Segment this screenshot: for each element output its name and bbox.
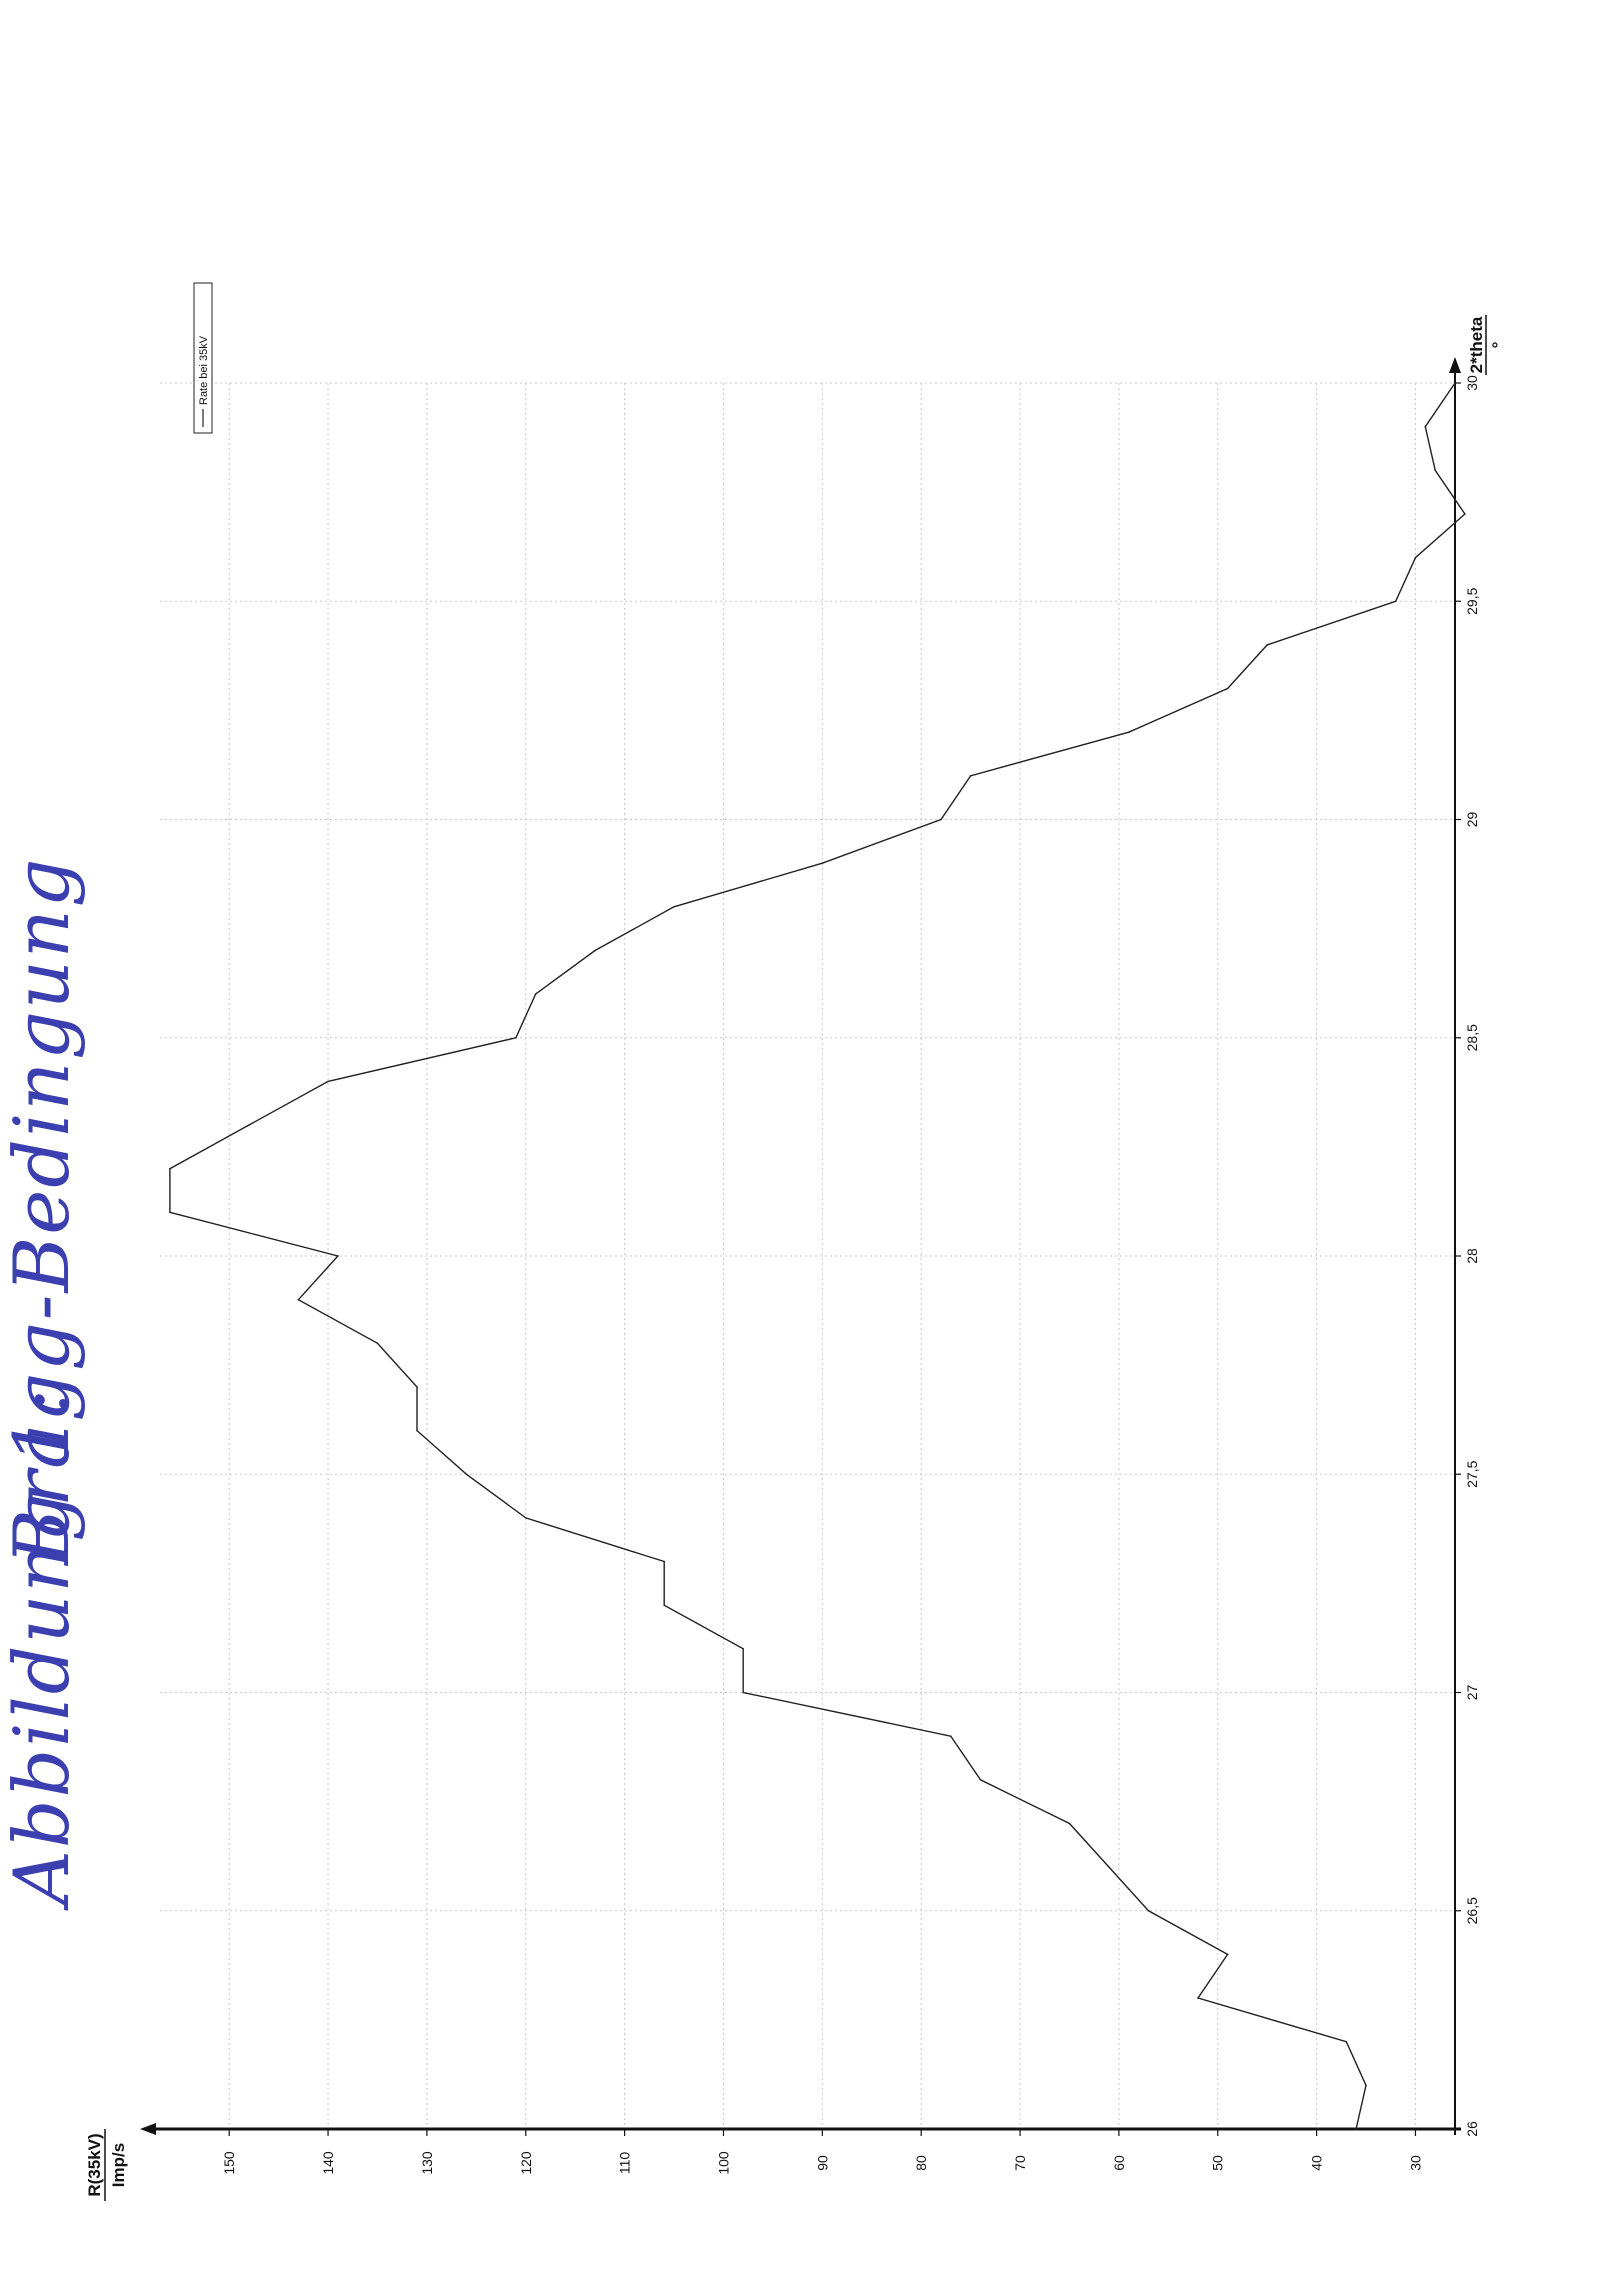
x-tick-label-5: 28,5 xyxy=(1464,1024,1480,1051)
data-point-0-34 xyxy=(1266,644,1268,646)
x-axis-label-group: 2*theta ° xyxy=(1467,315,1508,375)
data-point-0-11 xyxy=(742,1648,744,1650)
y-tick-label-5: 80 xyxy=(913,2155,929,2171)
data-point-0-3 xyxy=(1197,1997,1199,1999)
data-point-0-18 xyxy=(376,1342,379,1345)
x-tick-label-2: 27 xyxy=(1464,1685,1480,1701)
data-point-0-24 xyxy=(327,1080,329,1083)
x-tick-label-0: 26 xyxy=(1464,2121,1480,2137)
data-point-0-6 xyxy=(1108,1866,1110,1868)
y-axis-ticks: 30 40 50 60 70 80 90 100 110 120 130 140 150 xyxy=(221,2129,1423,2175)
y-tick-label-3: 60 xyxy=(1111,2155,1127,2171)
y-axis-label: R(35kV) xyxy=(85,2133,104,2196)
data-point-0-20 xyxy=(337,1255,339,1257)
data-point-0-9 xyxy=(950,1735,952,1737)
y-tick-label-12: 150 xyxy=(221,2151,237,2175)
data-point-0-33 xyxy=(1226,687,1229,690)
data-point-0-38 xyxy=(1434,469,1436,472)
x-axis-arrow xyxy=(1449,357,1461,373)
data-point-0-2 xyxy=(1345,2040,1348,2043)
y-tick-label-4: 70 xyxy=(1012,2155,1028,2171)
series-layer xyxy=(169,382,1466,2130)
data-point-0-5 xyxy=(1147,1910,1150,1912)
data-point-0-21 xyxy=(169,1211,171,1214)
y-tick-label-0: 30 xyxy=(1407,2155,1423,2171)
x-tick-label-1: 26,5 xyxy=(1464,1897,1480,1924)
y-axis-label-group: R(35kV) Imp/s xyxy=(85,2129,128,2201)
data-point-0-7 xyxy=(1068,1822,1071,1825)
data-point-0-36 xyxy=(1414,556,1417,559)
data-point-0-37 xyxy=(1464,513,1466,515)
x-tick-label-8: 30 xyxy=(1464,375,1480,391)
x-tick-label-7: 29,5 xyxy=(1464,587,1480,614)
y-tick-label-1: 40 xyxy=(1309,2155,1325,2171)
x-axis-unit: ° xyxy=(1489,341,1508,348)
grid xyxy=(160,382,1455,2130)
y-tick-label-10: 130 xyxy=(419,2151,435,2175)
data-point-0-22 xyxy=(169,1167,171,1170)
data-point-0-31 xyxy=(969,775,972,777)
data-point-0-30 xyxy=(940,818,942,821)
data-point-0-29 xyxy=(821,862,824,864)
data-point-0-28 xyxy=(673,906,675,908)
data-point-0-26 xyxy=(534,993,537,995)
y-axis-arrow xyxy=(140,2123,156,2135)
data-point-0-19 xyxy=(297,1298,300,1301)
data-point-0-4 xyxy=(1226,1953,1229,1956)
y-tick-label-2: 50 xyxy=(1210,2155,1226,2171)
legend-box xyxy=(193,282,213,434)
data-point-0-13 xyxy=(663,1560,665,1563)
figure-label: Abbildung 1: xyxy=(0,1387,86,1911)
legend: Rate bei 35kV xyxy=(193,282,213,434)
y-tick-label-7: 100 xyxy=(715,2151,731,2175)
data-point-0-8 xyxy=(979,1779,982,1781)
figure-title: Bragg-Bedingung xyxy=(0,857,86,1567)
data-point-0-25 xyxy=(515,1037,517,1039)
data-point-0-39 xyxy=(1424,425,1427,428)
data-point-0-0 xyxy=(1355,2128,1357,2130)
data-point-0-14 xyxy=(525,1517,527,1519)
x-axis-ticks: 26 26,5 27 27,5 28 28,5 29 29,5 30 xyxy=(1455,375,1480,2137)
data-point-0-35 xyxy=(1394,600,1397,603)
y-tick-label-6: 90 xyxy=(814,2155,830,2171)
data-point-0-1 xyxy=(1365,2084,1367,2087)
data-point-0-27 xyxy=(594,949,596,952)
y-axis-unit: Imp/s xyxy=(109,2143,128,2187)
y-tick-label-8: 110 xyxy=(617,2152,633,2175)
data-point-0-32 xyxy=(1128,731,1130,733)
x-tick-label-3: 27,5 xyxy=(1464,1460,1480,1487)
y-tick-label-9: 120 xyxy=(518,2151,534,2175)
y-tick-label-11: 140 xyxy=(320,2151,336,2175)
legend-entry: Rate bei 35kV xyxy=(198,335,210,405)
data-point-0-12 xyxy=(663,1604,665,1606)
data-point-0-15 xyxy=(465,1473,468,1476)
data-point-0-10 xyxy=(742,1691,744,1694)
x-tick-label-6: 29 xyxy=(1464,812,1480,828)
axes xyxy=(140,357,1461,2135)
data-point-0-40 xyxy=(1454,382,1456,384)
data-point-0-17 xyxy=(416,1386,418,1388)
data-point-0-16 xyxy=(416,1429,418,1432)
data-point-0-23 xyxy=(248,1124,250,1126)
x-tick-label-4: 28 xyxy=(1464,1248,1480,1264)
x-axis-label: 2*theta xyxy=(1467,316,1486,373)
